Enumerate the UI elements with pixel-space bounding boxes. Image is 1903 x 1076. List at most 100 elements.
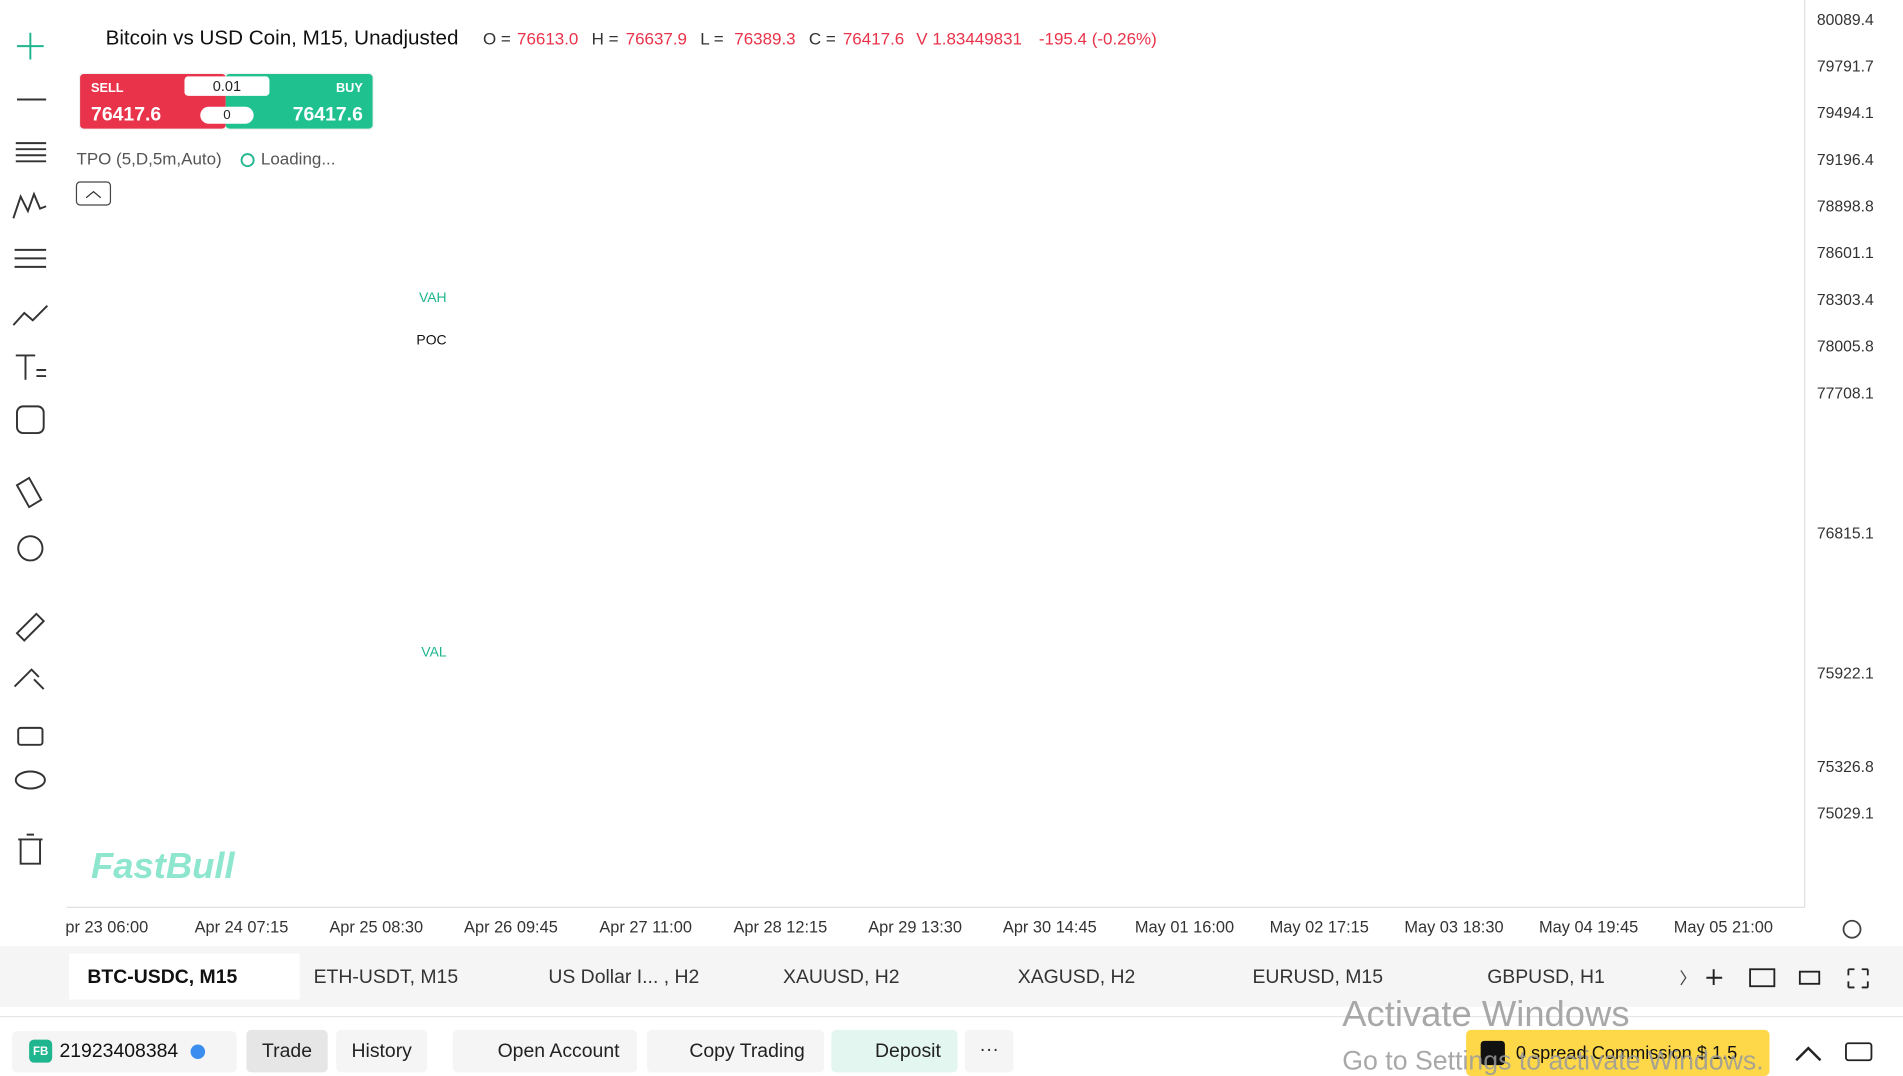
price-tag-label: 77488.8 bbox=[1817, 420, 1874, 437]
promo-banner[interactable] bbox=[1466, 1029, 1770, 1076]
active-tab[interactable] bbox=[69, 953, 300, 1000]
delete-tool[interactable] bbox=[18, 833, 43, 865]
time-tick-label: Apr 28 12:15 bbox=[733, 918, 827, 936]
price-tick-label: 78303.4 bbox=[1817, 292, 1874, 309]
buy-label: BUY bbox=[336, 80, 363, 95]
nav-item[interactable]: History bbox=[351, 1040, 412, 1062]
ohlc-value: 76637.9 bbox=[626, 30, 687, 49]
nav-item[interactable]: Deposit bbox=[875, 1040, 941, 1062]
entry-label: Entry 75644.8, 0.03 lots, P/L +231.84 US… bbox=[884, 651, 1205, 669]
change: -195.4 (-0.26%) bbox=[1039, 30, 1157, 49]
fullscreen-icon[interactable] bbox=[1847, 968, 1869, 989]
emoji-tool[interactable] bbox=[16, 405, 45, 435]
collapse-button[interactable] bbox=[75, 181, 112, 206]
expand-icon[interactable] bbox=[1795, 1046, 1822, 1062]
promo-icon bbox=[1480, 1040, 1505, 1066]
time-tick-label: Apr 30 14:45 bbox=[1003, 918, 1097, 936]
ohlc-label: H = bbox=[592, 30, 619, 49]
qty-input[interactable] bbox=[200, 106, 254, 124]
settings-icon[interactable] bbox=[1842, 919, 1862, 939]
os-notice-subtitle: Go to Settings to activate Windows. bbox=[1342, 1046, 1763, 1076]
current-price-label: 76417.6 bbox=[1817, 588, 1872, 605]
time-tick-label: May 05 21:00 bbox=[1674, 918, 1773, 936]
time-tick-label: May 03 18:30 bbox=[1404, 918, 1503, 936]
time-tick-label: Apr 25 08:30 bbox=[329, 918, 423, 936]
tab[interactable]: ETH-USDT, M15 bbox=[314, 966, 459, 988]
watermark: FastBull bbox=[91, 845, 235, 886]
price-tick-label: 78898.8 bbox=[1817, 199, 1874, 216]
price-tick-label: 80089.4 bbox=[1817, 12, 1874, 29]
brush-tool[interactable] bbox=[13, 668, 45, 690]
volume: V 1.83449831 bbox=[916, 30, 1022, 49]
profile-label: VAH bbox=[419, 289, 447, 305]
layout-icon[interactable] bbox=[1749, 968, 1776, 988]
trade-nav-bg[interactable] bbox=[246, 1029, 328, 1073]
lots-input[interactable] bbox=[184, 76, 270, 96]
nav-item[interactable]: Copy Trading bbox=[689, 1040, 804, 1062]
trend-tool[interactable] bbox=[12, 305, 49, 326]
sell-price: 76417.6 bbox=[91, 103, 161, 125]
tab-scroll-icon[interactable] bbox=[1680, 970, 1687, 986]
tab[interactable]: US Dollar I... , H2 bbox=[548, 966, 699, 988]
account-number: 21923408384 bbox=[59, 1040, 178, 1062]
more-button[interactable] bbox=[964, 1029, 1014, 1073]
price-tick-label: 79791.7 bbox=[1817, 59, 1874, 76]
fib-tool[interactable] bbox=[14, 248, 47, 268]
deposit-bg[interactable] bbox=[831, 1029, 958, 1073]
indicator-name: TPO (5,D,5m,Auto) bbox=[76, 150, 221, 169]
ohlc-label: C = bbox=[809, 30, 836, 49]
tab[interactable]: GBPUSD, H1 bbox=[1487, 966, 1605, 988]
text-tool[interactable] bbox=[15, 354, 47, 380]
profile-label: POC bbox=[416, 332, 446, 348]
open-account-bg[interactable] bbox=[452, 1029, 638, 1073]
ruler-tool[interactable] bbox=[15, 476, 43, 509]
verified-icon bbox=[190, 1044, 206, 1060]
price-tag-label: 77016.4 bbox=[1817, 494, 1874, 511]
nav-item[interactable]: Trade bbox=[262, 1040, 312, 1062]
tab[interactable]: XAUUSD, H2 bbox=[783, 966, 899, 988]
panel-icon[interactable] bbox=[1845, 1042, 1873, 1062]
copy-trading-bg[interactable] bbox=[646, 1029, 825, 1073]
price-tick-label: 77708.1 bbox=[1817, 385, 1874, 402]
zoom-tool[interactable] bbox=[17, 535, 44, 562]
profile-label: VAL bbox=[421, 643, 447, 659]
price-tick-label: 78601.1 bbox=[1817, 245, 1874, 262]
texts: 80089.4 79791.7 79494.1 79196.4 78898.8 78601… bbox=[33, 12, 1875, 1076]
pattern-tool[interactable] bbox=[12, 191, 47, 219]
price-tag-label: 74721.7 bbox=[1817, 854, 1874, 871]
time-tick-label: May 04 19:45 bbox=[1539, 918, 1638, 936]
time-tick-label: Apr 24 07:15 bbox=[195, 918, 289, 936]
nav-item[interactable]: Open Account bbox=[498, 1040, 621, 1062]
time-tick-label: Apr 27 11:00 bbox=[599, 918, 692, 936]
tab[interactable]: BTC-USDC, M15 bbox=[87, 966, 237, 988]
ohlc-value: 76613.0 bbox=[517, 30, 578, 49]
account-logo: FB bbox=[33, 1046, 48, 1058]
lines-tool[interactable] bbox=[15, 142, 47, 163]
ohlc-value: 76417.6 bbox=[843, 30, 904, 49]
tab[interactable]: XAGUSD, H2 bbox=[1018, 966, 1136, 988]
history-nav-bg[interactable] bbox=[336, 1029, 428, 1073]
price-tick-label: 79494.1 bbox=[1817, 105, 1874, 122]
magnet-tool[interactable] bbox=[15, 612, 46, 642]
visibility-tool[interactable] bbox=[14, 770, 46, 790]
tab[interactable]: EURUSD, M15 bbox=[1252, 966, 1383, 988]
ohlc-value: 76389.3 bbox=[734, 30, 795, 49]
price-tick-label: 78005.8 bbox=[1817, 339, 1874, 356]
indicator-status: Loading... bbox=[261, 150, 336, 169]
window-icon[interactable] bbox=[1798, 970, 1821, 985]
price-tick-label: 75029.1 bbox=[1817, 805, 1874, 822]
crosshair-tool[interactable] bbox=[16, 32, 44, 60]
toolbar[interactable] bbox=[12, 32, 49, 865]
time-tick-label: Apr 26 09:45 bbox=[464, 918, 558, 936]
time-tick-label: May 01 16:00 bbox=[1135, 918, 1234, 936]
add-tab-icon[interactable] bbox=[1706, 969, 1723, 986]
price-tick-label: 79196.4 bbox=[1817, 152, 1874, 169]
promo: 0 spread Commission $ 1.5 bbox=[1516, 1043, 1737, 1063]
tab-bar bbox=[0, 946, 1903, 1007]
symbol: Bitcoin vs USD Coin, M15, Unadjusted bbox=[106, 26, 459, 49]
ohlc-label: O = bbox=[483, 30, 511, 49]
lock-tool[interactable] bbox=[17, 726, 44, 746]
account-pill[interactable] bbox=[12, 1031, 237, 1073]
